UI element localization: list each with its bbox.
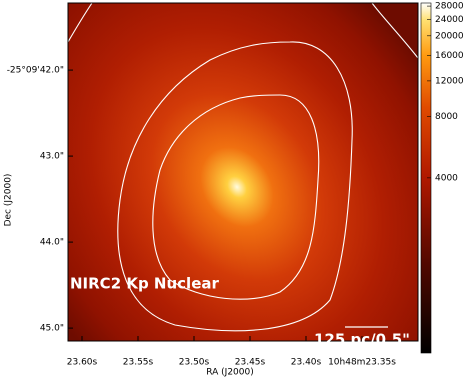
colorbar-tick-label: 8000 [435,112,458,122]
x-tick-label: 23.40s [291,358,322,368]
x-tick-label: 23.45s [235,358,266,368]
colorbar-tick-label: 12000 [435,76,463,86]
x-axis-label: RA (J2000) [206,368,254,378]
contour [68,3,93,43]
annotation: 125 pc/0.5" [314,331,410,349]
colorbar-tick-label: 28000 [435,2,463,12]
contour [371,3,418,59]
x-tick-label: 23.55s [123,358,154,368]
colorbar-tick-label: 16000 [435,51,463,61]
image [68,3,418,341]
image-field [68,3,418,341]
axes-frame [67,2,419,342]
colorbar-tick-label: 4000 [435,173,458,183]
x-tick-label: 10h48m23.35s [328,358,396,368]
x-tick-label: 23.50s [179,358,210,368]
y-axis-label: Dec (J2000) [4,174,14,227]
x-tick-label: 23.60s [67,358,98,368]
contour [152,94,320,300]
colorbar-tick-label: 20000 [435,31,463,41]
colorbar-tick-label: 24000 [435,15,463,25]
contour [117,41,353,332]
y-tick-label: 43.0" [40,152,64,162]
y-tick-label: 45.0" [40,324,64,334]
annotation: NIRC2 Kp Nuclear [70,275,219,293]
y-tick-label: -25°09'42.0" [7,66,64,76]
y-tick-label: 44.0" [40,238,64,248]
